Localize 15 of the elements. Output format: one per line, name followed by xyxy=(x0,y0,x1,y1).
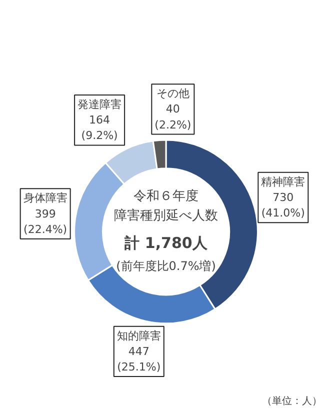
data-label: 40 (2.2%) xyxy=(154,102,192,132)
data-label: 730 (41.0%) xyxy=(261,190,305,220)
slice-label: 精神障害 xyxy=(261,175,306,188)
data-label: 164 (9.2%) xyxy=(81,114,118,142)
slice-label: 知的障害 xyxy=(116,329,161,342)
text: （単位：人） xyxy=(262,395,322,408)
text: 障害種別延べ人数 xyxy=(114,208,218,224)
slice-label: 発達障害 xyxy=(78,98,122,112)
text: 計 1,780人 xyxy=(124,234,208,252)
data-label: 399 (22.4%) xyxy=(24,207,68,236)
slice-label: 身体障害 xyxy=(23,192,68,205)
text: (前年度比0.7%増) xyxy=(116,258,216,273)
slice-label: その他 xyxy=(156,87,190,100)
data-label: 447 (25.1%) xyxy=(117,344,161,374)
text: 令和６年度 xyxy=(134,188,198,204)
